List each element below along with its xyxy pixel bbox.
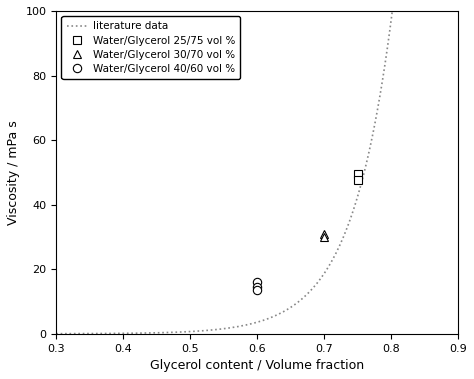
Water/Glycerol 40/60 vol % xyxy=(255,288,260,293)
literature data xyxy=(54,331,59,336)
Line: literature data: literature data xyxy=(56,0,431,334)
Water/Glycerol 40/60 vol % xyxy=(255,285,260,289)
Water/Glycerol 30/70 vol % xyxy=(321,232,327,236)
Line: Water/Glycerol 40/60 vol %: Water/Glycerol 40/60 vol % xyxy=(253,278,261,294)
Line: Water/Glycerol 25/75 vol %: Water/Glycerol 25/75 vol % xyxy=(354,170,362,185)
Water/Glycerol 25/75 vol % xyxy=(355,172,361,176)
literature data xyxy=(370,134,375,138)
Water/Glycerol 30/70 vol % xyxy=(321,235,327,239)
literature data xyxy=(283,308,289,313)
Water/Glycerol 40/60 vol % xyxy=(255,280,260,284)
literature data xyxy=(277,312,283,316)
literature data xyxy=(55,331,60,336)
Line: Water/Glycerol 30/70 vol %: Water/Glycerol 30/70 vol % xyxy=(320,230,328,241)
X-axis label: Glycerol content / Volume fraction: Glycerol content / Volume fraction xyxy=(150,359,364,372)
literature data xyxy=(275,312,281,316)
Legend: literature data, Water/Glycerol 25/75 vol %, Water/Glycerol 30/70 vol %, Water/G: literature data, Water/Glycerol 25/75 vo… xyxy=(62,16,240,79)
Y-axis label: Viscosity / mPa s: Viscosity / mPa s xyxy=(7,120,20,225)
Water/Glycerol 25/75 vol % xyxy=(355,178,361,183)
